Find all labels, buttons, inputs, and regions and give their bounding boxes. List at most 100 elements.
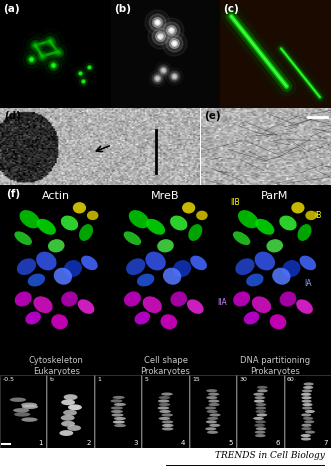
Ellipse shape xyxy=(256,407,266,410)
Ellipse shape xyxy=(33,296,53,313)
Ellipse shape xyxy=(126,258,145,275)
Text: IIA: IIA xyxy=(217,298,227,307)
Ellipse shape xyxy=(68,404,82,410)
Text: 3: 3 xyxy=(133,440,138,446)
Ellipse shape xyxy=(190,255,207,270)
Ellipse shape xyxy=(28,273,45,286)
Ellipse shape xyxy=(114,403,126,406)
Ellipse shape xyxy=(279,216,297,230)
Ellipse shape xyxy=(134,311,150,325)
Ellipse shape xyxy=(208,400,219,403)
Ellipse shape xyxy=(253,417,264,420)
Ellipse shape xyxy=(207,410,218,413)
Ellipse shape xyxy=(252,296,271,313)
Ellipse shape xyxy=(51,314,68,329)
Ellipse shape xyxy=(296,299,313,314)
Ellipse shape xyxy=(36,252,57,270)
Ellipse shape xyxy=(159,396,170,399)
Ellipse shape xyxy=(205,427,216,430)
Ellipse shape xyxy=(159,410,171,413)
Ellipse shape xyxy=(114,424,126,427)
Ellipse shape xyxy=(208,392,219,396)
Text: (e): (e) xyxy=(205,111,221,121)
Ellipse shape xyxy=(157,239,174,253)
Ellipse shape xyxy=(256,427,266,430)
Ellipse shape xyxy=(25,311,41,325)
Ellipse shape xyxy=(302,396,312,399)
Ellipse shape xyxy=(158,406,169,410)
Text: DNA partitioning: DNA partitioning xyxy=(240,356,310,365)
Text: ParM: ParM xyxy=(261,191,288,201)
Ellipse shape xyxy=(301,434,311,437)
Ellipse shape xyxy=(255,396,265,399)
Ellipse shape xyxy=(14,412,30,417)
Ellipse shape xyxy=(111,406,123,410)
Ellipse shape xyxy=(21,402,37,407)
Ellipse shape xyxy=(266,239,283,253)
Ellipse shape xyxy=(145,252,166,270)
Ellipse shape xyxy=(64,394,77,400)
Text: Eukaryotes: Eukaryotes xyxy=(33,367,80,376)
Ellipse shape xyxy=(304,420,314,423)
Text: Prokaryotes: Prokaryotes xyxy=(141,367,190,376)
Ellipse shape xyxy=(233,292,250,307)
Ellipse shape xyxy=(113,396,125,399)
Ellipse shape xyxy=(124,292,141,307)
Ellipse shape xyxy=(196,210,208,220)
Ellipse shape xyxy=(159,417,170,420)
Text: 4: 4 xyxy=(181,440,185,446)
Ellipse shape xyxy=(182,202,195,213)
Ellipse shape xyxy=(54,268,72,285)
Text: IIB: IIB xyxy=(230,198,240,207)
Ellipse shape xyxy=(87,210,99,220)
Text: Actin: Actin xyxy=(42,191,70,201)
Text: 1: 1 xyxy=(97,377,101,382)
Ellipse shape xyxy=(114,417,126,420)
Text: (d): (d) xyxy=(4,111,21,121)
Ellipse shape xyxy=(21,418,38,422)
Ellipse shape xyxy=(187,299,204,314)
Ellipse shape xyxy=(61,292,78,307)
Ellipse shape xyxy=(254,424,265,427)
Text: 2: 2 xyxy=(86,440,91,446)
Ellipse shape xyxy=(205,407,216,410)
Ellipse shape xyxy=(13,408,29,412)
Ellipse shape xyxy=(63,410,77,416)
Ellipse shape xyxy=(15,231,32,245)
Text: TRENDS in Cell Biology: TRENDS in Cell Biology xyxy=(214,451,324,460)
Ellipse shape xyxy=(244,311,260,325)
Ellipse shape xyxy=(270,314,286,329)
Ellipse shape xyxy=(158,400,169,402)
Ellipse shape xyxy=(255,420,266,423)
Text: 1: 1 xyxy=(39,440,43,446)
Ellipse shape xyxy=(124,231,141,245)
Text: 15: 15 xyxy=(192,377,200,382)
Ellipse shape xyxy=(163,268,181,285)
Ellipse shape xyxy=(303,386,313,389)
Ellipse shape xyxy=(15,292,32,307)
Text: Prokaryotes: Prokaryotes xyxy=(250,367,300,376)
Ellipse shape xyxy=(10,398,26,402)
Text: 30: 30 xyxy=(239,377,247,382)
Ellipse shape xyxy=(305,410,315,413)
Ellipse shape xyxy=(207,417,218,420)
Text: (a): (a) xyxy=(3,4,20,14)
Ellipse shape xyxy=(255,252,275,270)
Text: (b): (b) xyxy=(114,4,131,14)
Ellipse shape xyxy=(159,403,170,406)
Ellipse shape xyxy=(302,424,311,427)
Ellipse shape xyxy=(256,410,266,413)
Ellipse shape xyxy=(233,231,250,245)
Ellipse shape xyxy=(303,403,312,406)
Ellipse shape xyxy=(238,210,259,228)
Ellipse shape xyxy=(257,386,267,389)
Ellipse shape xyxy=(207,431,218,434)
Ellipse shape xyxy=(170,216,187,230)
Text: MreB: MreB xyxy=(151,191,180,201)
Text: 5: 5 xyxy=(145,377,149,382)
Ellipse shape xyxy=(302,389,312,392)
Text: IB: IB xyxy=(314,211,321,220)
Ellipse shape xyxy=(301,393,311,396)
Text: Cell shape: Cell shape xyxy=(144,356,187,365)
Text: 60: 60 xyxy=(287,377,295,382)
